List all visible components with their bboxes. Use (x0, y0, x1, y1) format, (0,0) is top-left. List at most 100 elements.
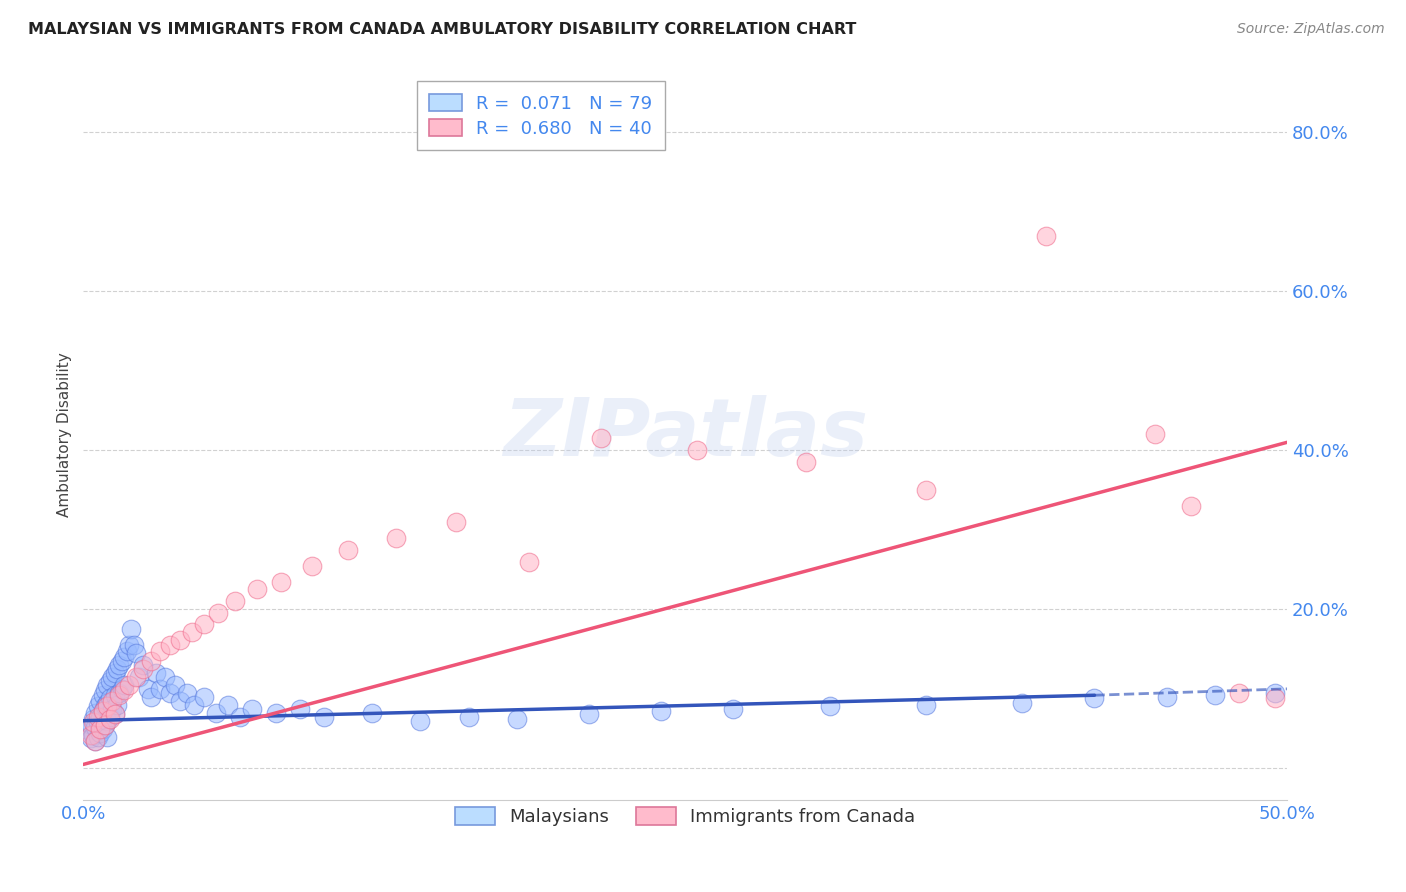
Point (246, 582, 269, 597)
Point (96, 678, 118, 692)
Point (385, 531, 408, 545)
Point (409, 714, 432, 728)
Point (84, 733, 107, 747)
Point (149, 643, 172, 657)
Y-axis label: Ambulatory Disability: Ambulatory Disability (58, 352, 72, 516)
Point (112, 650, 135, 665)
Point (89, 722, 111, 736)
Point (193, 616, 215, 631)
Point (84, 706, 107, 720)
Point (108, 688, 131, 702)
Point (1156, 690, 1178, 704)
Point (149, 681, 172, 696)
Point (686, 443, 709, 458)
Point (122, 638, 145, 652)
Point (111, 654, 134, 668)
Point (457, 709, 479, 723)
Point (105, 662, 128, 676)
Point (82, 728, 104, 742)
Point (89, 709, 111, 723)
Point (77, 723, 100, 738)
Point (101, 670, 124, 684)
Point (1035, 228, 1057, 243)
Point (82, 712, 104, 726)
Point (446, 515, 468, 529)
Point (1227, 686, 1250, 700)
Point (224, 594, 246, 608)
Point (87, 715, 110, 730)
Point (96, 714, 118, 728)
Point (159, 638, 181, 652)
Point (104, 707, 127, 722)
Point (112, 678, 135, 692)
Point (79, 731, 101, 746)
Point (505, 712, 527, 726)
Text: Source: ZipAtlas.com: Source: ZipAtlas.com (1237, 22, 1385, 37)
Point (361, 706, 384, 720)
Point (98, 691, 121, 706)
Point (111, 681, 134, 696)
Point (94, 699, 117, 714)
Point (193, 690, 215, 704)
Point (89, 694, 111, 708)
Point (915, 483, 938, 497)
Point (94, 682, 117, 697)
Point (1204, 688, 1226, 702)
Point (84, 733, 107, 747)
Point (578, 707, 600, 722)
Point (118, 678, 141, 692)
Point (91, 722, 114, 736)
Point (104, 688, 127, 702)
Point (120, 622, 142, 636)
Point (84, 720, 107, 734)
Point (517, 555, 540, 569)
Point (91, 688, 114, 702)
Point (98, 709, 121, 723)
Point (82, 715, 104, 730)
Point (794, 455, 817, 469)
Point (112, 683, 135, 698)
Point (264, 706, 287, 720)
Point (204, 706, 226, 720)
Point (104, 707, 127, 722)
Point (153, 670, 176, 684)
Point (312, 709, 335, 723)
Point (125, 670, 148, 684)
Point (169, 694, 191, 708)
Point (96, 699, 118, 714)
Point (94, 717, 117, 731)
Point (105, 698, 128, 712)
Point (104, 665, 127, 680)
Point (240, 702, 263, 716)
Point (1264, 686, 1286, 700)
Point (132, 658, 155, 673)
Point (207, 607, 229, 621)
Point (176, 686, 198, 700)
Point (139, 690, 162, 704)
Point (288, 702, 311, 716)
Point (1083, 691, 1105, 706)
Text: ZIPatlas: ZIPatlas (503, 395, 868, 474)
Point (79, 717, 101, 731)
Point (87, 709, 110, 723)
Point (1011, 696, 1033, 710)
Point (115, 643, 138, 657)
Point (270, 574, 292, 589)
Point (89, 725, 111, 739)
Point (1180, 499, 1202, 513)
Point (118, 638, 141, 652)
Point (87, 699, 110, 714)
Point (94, 717, 117, 731)
Point (128, 670, 150, 684)
Point (132, 662, 155, 676)
Point (108, 658, 131, 673)
Point (301, 558, 323, 573)
Point (101, 702, 124, 716)
Text: MALAYSIAN VS IMMIGRANTS FROM CANADA AMBULATORY DISABILITY CORRELATION CHART: MALAYSIAN VS IMMIGRANTS FROM CANADA AMBU… (28, 22, 856, 37)
Point (169, 632, 191, 647)
Point (108, 686, 131, 700)
Point (91, 704, 114, 718)
Point (818, 699, 841, 714)
Point (1264, 691, 1286, 706)
Point (915, 698, 938, 712)
